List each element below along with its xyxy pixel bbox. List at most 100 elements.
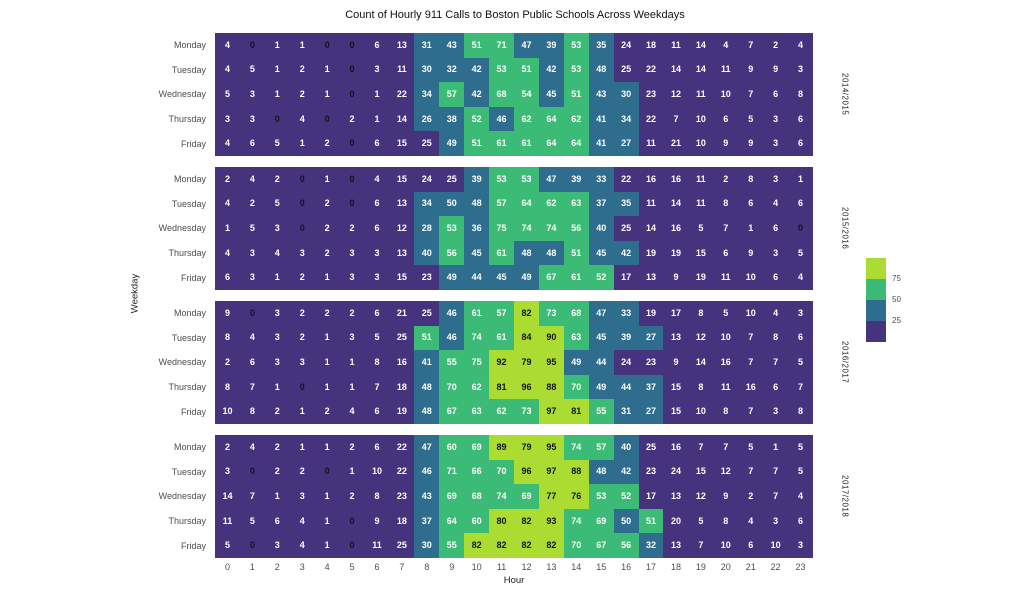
heatmap-cell: 52 — [613, 484, 639, 509]
heatmap-cell: 16 — [389, 350, 415, 375]
heatmap-cell: 12 — [688, 325, 714, 351]
heatmap-cell: 12 — [389, 216, 415, 241]
heatmap-cell: 6 — [788, 191, 813, 217]
weekday-label: Tuesday — [171, 64, 206, 75]
heatmap-cell: 4 — [289, 533, 315, 558]
facet-strip-labels: 2014/2015 2015/2016 2016/2017 2017/2018 — [836, 33, 854, 569]
facet-panel: Monday Tuesday Wednesday Thursday Friday 4 0 1 1… — [100, 33, 813, 156]
weekday-label: Tuesday — [171, 466, 206, 477]
heatmap-cell: 48 — [588, 57, 614, 83]
heatmap-cell: 13 — [389, 240, 415, 266]
heatmap-cell: 7 — [239, 374, 265, 400]
heatmap-cell: 54 — [513, 82, 539, 107]
heatmap-cell: 37 — [638, 374, 664, 400]
heatmap-cell: 64 — [513, 191, 539, 217]
heatmap-cell: 53 — [563, 33, 589, 58]
heatmap-cell: 7 — [738, 325, 764, 351]
heatmap-cell: 7 — [788, 374, 813, 400]
heatmap-cell: 3 — [239, 82, 265, 107]
weekday-label: Monday — [173, 40, 206, 51]
heatmap-cell: 18 — [638, 33, 664, 58]
heatmap-cell: 9 — [663, 265, 689, 290]
x-tick-label: 14 — [571, 562, 582, 572]
heatmap-cell: 7 — [663, 106, 689, 132]
heatmap-cell: 1 — [215, 216, 240, 241]
weekday-label: Wednesday — [158, 223, 206, 234]
heatmap-cell: 5 — [788, 350, 813, 375]
heatmap-cell: 3 — [339, 265, 365, 290]
heatmap-cell: 31 — [613, 399, 639, 424]
heatmap-cell: 1 — [314, 374, 340, 400]
heatmap-cell: 32 — [638, 533, 664, 558]
heatmap-cell: 16 — [663, 216, 689, 241]
heatmap-cell: 13 — [663, 325, 689, 351]
legend-swatch — [866, 321, 886, 342]
heatmap-cell: 3 — [763, 131, 789, 156]
heatmap-cell: 3 — [215, 106, 240, 132]
heatmap-cell: 44 — [613, 374, 639, 400]
heatmap-cell: 14 — [663, 57, 689, 83]
heatmap-cell: 7 — [688, 435, 714, 460]
heatmap-cell: 11 — [713, 57, 739, 83]
heatmap-cell: 67 — [439, 399, 465, 424]
heatmap-cell: 61 — [489, 131, 514, 156]
heatmap-cell: 4 — [289, 508, 315, 534]
heatmap-cell: 12 — [713, 459, 739, 485]
heatmap-cell: 16 — [663, 167, 689, 192]
heatmap-cell: 42 — [538, 57, 564, 83]
heatmap-cell: 9 — [763, 57, 789, 83]
heatmap-cell: 39 — [563, 167, 589, 192]
heatmap-cell: 3 — [239, 240, 265, 266]
heatmap-cell: 57 — [439, 82, 465, 107]
heatmap-cell: 11 — [688, 82, 714, 107]
heatmap-cell: 56 — [563, 216, 589, 241]
heatmap-cell: 16 — [638, 167, 664, 192]
heatmap-cell: 7 — [239, 484, 265, 509]
heatmap-grid: 4 0 1 1 0 0 6 13 31 43 51 71 47 39 53 35 24 18 11 14 4 7 2 4 4 5 1… — [215, 33, 813, 156]
heatmap-cell: 1 — [289, 131, 315, 156]
heatmap-cell: 37 — [588, 191, 614, 217]
heatmap-cell: 69 — [439, 484, 465, 509]
heatmap-cell: 61 — [464, 301, 490, 326]
heatmap-cell: 3 — [364, 265, 390, 290]
heatmap-cell: 6 — [364, 191, 390, 217]
heatmap-cell: 53 — [588, 484, 614, 509]
heatmap-cell: 17 — [638, 484, 664, 509]
heatmap-cell: 97 — [538, 459, 564, 485]
heatmap-cell: 51 — [563, 82, 589, 107]
heatmap-cell: 4 — [289, 106, 315, 132]
heatmap-cell: 3 — [364, 57, 390, 83]
heatmap-cell: 41 — [588, 131, 614, 156]
heatmap-cell: 2 — [713, 167, 739, 192]
heatmap-cell: 57 — [489, 191, 514, 217]
heatmap-cell: 57 — [489, 301, 514, 326]
heatmap-cell: 24 — [414, 167, 440, 192]
heatmap-cell: 6 — [239, 131, 265, 156]
heatmap-cell: 11 — [663, 33, 689, 58]
x-tick-label: 21 — [745, 562, 756, 572]
heatmap-cell: 8 — [738, 167, 764, 192]
heatmap-cell: 68 — [464, 484, 490, 509]
heatmap-cell: 6 — [364, 435, 390, 460]
heatmap-cell: 63 — [464, 399, 490, 424]
heatmap-cell: 71 — [439, 459, 465, 485]
weekday-label: Thursday — [168, 516, 206, 527]
heatmap-cell: 6 — [763, 216, 789, 241]
heatmap-cell: 1 — [314, 325, 340, 351]
heatmap-cell: 46 — [439, 325, 465, 351]
heatmap-cell: 4 — [239, 167, 265, 192]
heatmap-cell: 4 — [788, 484, 813, 509]
heatmap-cell: 8 — [763, 325, 789, 351]
heatmap-cell: 22 — [389, 435, 415, 460]
heatmap-cell: 62 — [513, 106, 539, 132]
heatmap-cell: 1 — [339, 459, 365, 485]
heatmap-grid: 2 4 2 1 1 2 6 22 47 60 69 89 79 95 74 57 40 25 16 7 7 5 1 5 3 0 2 2… — [215, 435, 813, 558]
heatmap-cell: 9 — [663, 350, 689, 375]
heatmap-cell: 4 — [215, 33, 240, 58]
x-tick-label: 11 — [496, 562, 507, 572]
heatmap-cell: 30 — [414, 57, 440, 83]
heatmap-cell: 48 — [464, 191, 490, 217]
heatmap-cell: 4 — [788, 33, 813, 58]
heatmap-cell: 42 — [613, 459, 639, 485]
